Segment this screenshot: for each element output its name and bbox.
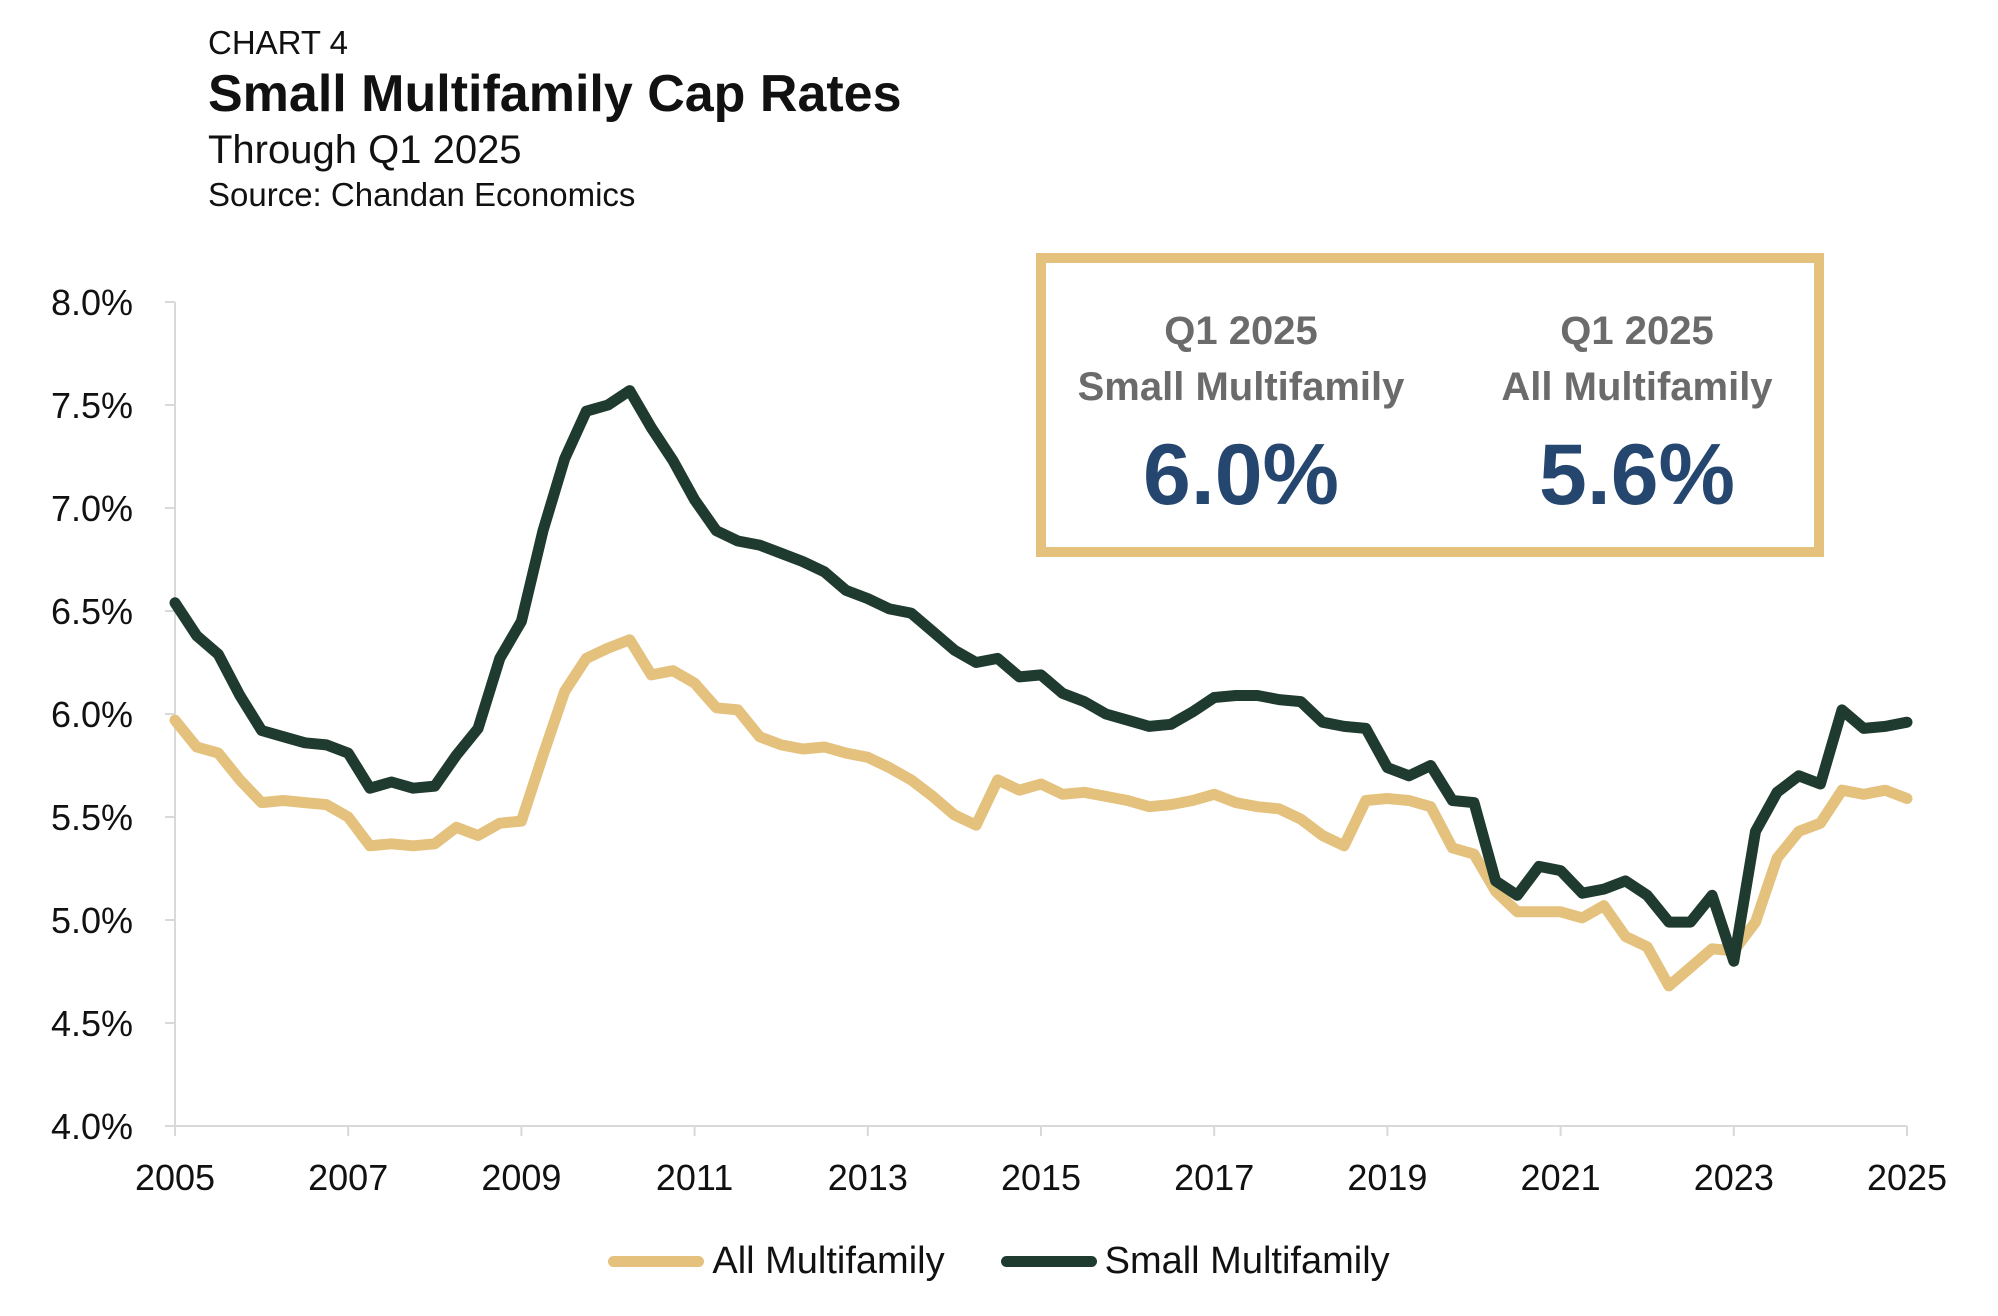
all-stat-label: All Multifamily <box>1501 365 1773 409</box>
x-tick-label: 2023 <box>1694 1157 1774 1198</box>
x-tick-label: 2021 <box>1521 1157 1601 1198</box>
y-tick-label: 7.0% <box>51 488 133 529</box>
all-stat-value: 5.6% <box>1538 427 1736 523</box>
y-tick-label: 6.5% <box>51 591 133 632</box>
stats-callout: Q1 2025 Small Multifamily 6.0% Q1 2025 A… <box>1036 253 1824 557</box>
small-multifamily-stat: Q1 2025 Small Multifamily 6.0% <box>1046 303 1436 525</box>
x-tick-label: 2005 <box>135 1157 215 1198</box>
legend-item-small-multifamily: Small Multifamily <box>1000 1240 1390 1283</box>
chart-title: Small Multifamily Cap Rates <box>208 65 902 123</box>
series-line-all-multifamily <box>169 634 1913 992</box>
x-tick-label: 2009 <box>481 1157 561 1198</box>
x-tick-label: 2019 <box>1347 1157 1427 1198</box>
x-tick-label: 2007 <box>308 1157 388 1198</box>
chart-header: CHART 4 Small Multifamily Cap Rates Thro… <box>208 24 902 216</box>
small-stat-value: 6.0% <box>1142 427 1340 523</box>
y-tick-label: 5.5% <box>51 797 133 838</box>
chart-source: Source: Chandan Economics <box>208 176 636 213</box>
legend-label-small: Small Multifamily <box>1104 1240 1390 1282</box>
y-tick-label: 7.5% <box>51 385 133 426</box>
x-tick-label: 2013 <box>828 1157 908 1198</box>
x-tick-label: 2025 <box>1867 1157 1947 1198</box>
x-tick-label: 2011 <box>656 1157 733 1198</box>
x-tick-label: 2015 <box>1001 1157 1081 1198</box>
y-tick-label: 8.0% <box>51 282 133 323</box>
small-stat-period: Q1 2025 <box>1164 309 1318 353</box>
y-tick-label: 5.0% <box>51 900 133 941</box>
small-stat-label: Small Multifamily <box>1077 365 1405 409</box>
chart-kicker: CHART 4 <box>208 24 348 61</box>
all-stat-period: Q1 2025 <box>1560 309 1714 353</box>
y-tick-label: 4.0% <box>51 1106 133 1147</box>
y-axis: 4.0% 4.5% 5.0% 5.5% 6.0% 6.5% 7.0% 7.5% 8.0% <box>51 282 176 1147</box>
legend-item-all-multifamily: All Multifamily <box>608 1240 945 1283</box>
y-tick-label: 4.5% <box>51 1003 133 1044</box>
legend-swatch-all <box>608 1256 705 1267</box>
y-tick-label: 6.0% <box>51 694 133 735</box>
legend-swatch-small <box>1000 1256 1097 1267</box>
legend-label-all: All Multifamily <box>712 1240 945 1282</box>
all-multifamily-stat: Q1 2025 All Multifamily 5.6% <box>1442 303 1832 525</box>
series-line-small-multifamily <box>169 385 1913 967</box>
series-layer <box>169 385 1913 992</box>
chart-subtitle: Through Q1 2025 <box>208 128 522 172</box>
x-tick-label: 2017 <box>1174 1157 1254 1198</box>
x-axis: 2005 2007 2009 2011 2013 2015 2017 2019 2021 2023… <box>135 1125 1947 1198</box>
chart-legend: All Multifamily Small Multifamily <box>0 1240 1998 1283</box>
